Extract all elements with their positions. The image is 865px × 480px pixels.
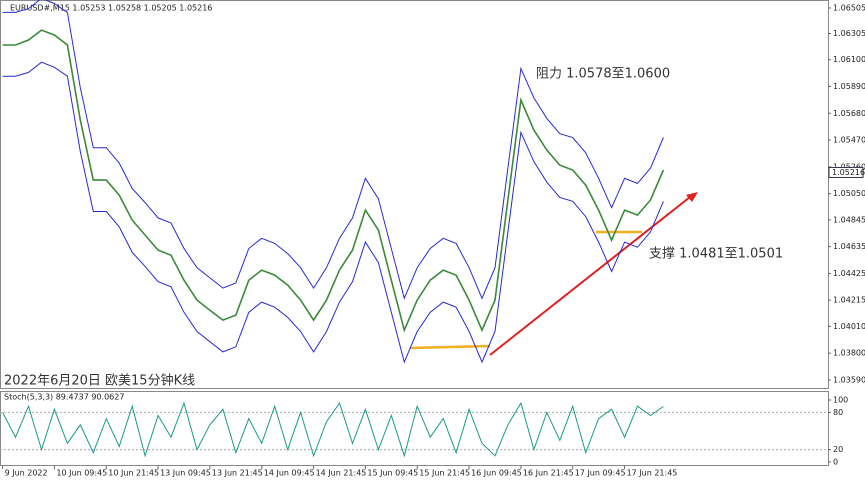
y-tick-label: 1.04425 (833, 269, 865, 278)
trend-arrow (686, 192, 698, 202)
y-tick-label: 1.03590 (833, 375, 865, 384)
y-tick-label: 1.04010 (833, 322, 865, 331)
x-tick-label: 9 Jun 2022 (5, 469, 48, 478)
chart-title: EURUSD#,M15 1.05253 1.05258 1.05205 1.05… (10, 4, 212, 13)
x-tick-label: 15 Jun 09:45 (367, 469, 418, 478)
y-tick-label: 1.04215 (833, 296, 865, 305)
y-tick-label: 1.03800 (833, 349, 865, 358)
x-tick-label: 16 Jun 21:45 (523, 469, 574, 478)
x-tick-label: 14 Jun 09:45 (264, 469, 315, 478)
y-tick-label: 1.05260 (833, 162, 865, 171)
y-tick-label: 100 (833, 396, 848, 405)
x-tick-label: 10 Jun 21:45 (108, 469, 159, 478)
x-tick-label: 17 Jun 21:45 (627, 469, 678, 478)
annotation: 阻力 1.0578至1.0600 (536, 67, 670, 82)
series-line (2, 29, 665, 333)
y-tick-label: 1.06305 (833, 29, 865, 38)
y-tick-label: 1.04845 (833, 215, 865, 224)
y-tick-label: 0 (833, 458, 838, 467)
x-tick-label: 13 Jun 09:45 (160, 469, 211, 478)
price-label: 1.05216 (832, 168, 865, 177)
y-tick-label: 1.06505 (833, 3, 865, 12)
series-line (2, 0, 664, 300)
y-tick-label: 1.06100 (833, 55, 865, 64)
annotation: 2022年6月20日 欧美15分钟K线 (4, 373, 195, 389)
y-tick-label: 1.05050 (833, 189, 865, 198)
stoch-title: Stoch(5,3,3) 89.4737 90.0627 (4, 393, 124, 402)
x-tick-label: 17 Jun 09:45 (575, 469, 626, 478)
annotation: 支撑 1.0481至1.0501 (649, 247, 783, 262)
trend-line (489, 196, 691, 356)
stoch-frame (0, 391, 829, 466)
y-tick-label: 1.05470 (833, 136, 865, 145)
y-tick-label: 1.04635 (833, 242, 865, 251)
support-line (409, 344, 491, 350)
main-frame (0, 0, 829, 389)
y-tick-label: 1.05680 (833, 109, 865, 118)
series-line (2, 401, 664, 458)
y-tick-label: 1.05890 (833, 82, 865, 91)
y-tick-label: 20 (833, 445, 843, 454)
x-tick-label: 10 Jun 09:45 (56, 469, 107, 478)
series-line (2, 61, 664, 364)
x-tick-label: 13 Jun 21:45 (212, 469, 263, 478)
price-box (828, 166, 864, 178)
x-tick-label: 15 Jun 21:45 (419, 469, 470, 478)
y-tick-label: 80 (833, 408, 843, 417)
x-tick-label: 16 Jun 09:45 (471, 469, 522, 478)
x-tick-label: 14 Jun 21:45 (316, 469, 367, 478)
